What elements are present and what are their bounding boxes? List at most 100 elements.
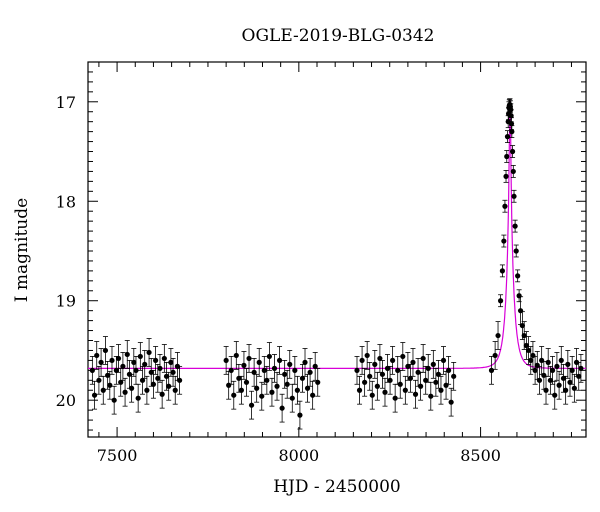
data-point (560, 375, 567, 381)
chart-title: OGLE-2019-BLG-0342 (242, 26, 435, 46)
data-point (428, 393, 434, 399)
data-point (397, 381, 403, 387)
data-point (536, 377, 543, 383)
data-point (545, 359, 551, 365)
data-point (144, 387, 150, 393)
data-point (425, 365, 431, 371)
data-point (503, 173, 509, 179)
data-point (395, 367, 401, 373)
data-point (310, 392, 316, 398)
data-point (405, 363, 411, 369)
data-point (384, 365, 391, 371)
data-point (282, 371, 288, 377)
data-point (410, 359, 416, 365)
data-point (163, 373, 170, 379)
data-point (241, 362, 247, 368)
data-point (120, 363, 126, 369)
data-point (392, 395, 398, 401)
data-point (137, 353, 143, 360)
data-point (248, 402, 255, 408)
data-point (554, 363, 560, 369)
data-point (271, 365, 278, 371)
data-point (504, 134, 511, 140)
data-point (157, 365, 163, 371)
data-point (492, 352, 498, 359)
data-point (497, 298, 504, 304)
data-point (96, 377, 102, 383)
data-point (274, 383, 280, 389)
data-point (102, 347, 109, 354)
data-point (359, 357, 365, 364)
data-point (448, 399, 454, 405)
data-point (508, 113, 514, 119)
data-point (113, 367, 119, 373)
data-point (302, 359, 308, 365)
data-point (443, 382, 449, 388)
data-point (374, 383, 380, 389)
data-point (287, 361, 293, 367)
data-point (166, 383, 172, 389)
data-point (445, 367, 452, 373)
data-point (387, 377, 393, 383)
x-tick-label: 7500 (97, 446, 138, 465)
data-point (412, 391, 419, 397)
data-point (390, 357, 396, 364)
plot-frame (87, 61, 587, 438)
data-point (89, 367, 95, 373)
data-point (504, 153, 510, 160)
data-point (513, 248, 519, 254)
data-point (105, 372, 111, 378)
data-point (139, 377, 146, 383)
data-point (440, 357, 447, 364)
data-point (177, 377, 183, 383)
data-point (172, 387, 178, 393)
data-point (510, 168, 516, 175)
data-point (269, 389, 275, 395)
data-point (523, 342, 529, 349)
data-point (515, 273, 521, 279)
data-point (256, 359, 262, 365)
data-point (148, 369, 154, 375)
data-point (131, 359, 137, 365)
data-point (508, 121, 515, 127)
data-point (509, 148, 516, 155)
data-point (259, 393, 265, 399)
data-point (407, 375, 414, 381)
data-point (133, 367, 139, 373)
data-point (223, 357, 229, 364)
data-point (519, 322, 525, 329)
data-point (228, 367, 234, 373)
data-point (354, 367, 360, 373)
data-point (438, 387, 444, 393)
data-point (420, 355, 426, 362)
data-point (161, 355, 167, 362)
data-point (509, 129, 515, 135)
data-point (379, 371, 386, 377)
data-point (111, 397, 117, 403)
data-point (521, 332, 527, 339)
data-point (400, 353, 406, 360)
data-point (94, 352, 100, 359)
model-curve (88, 98, 586, 369)
data-point (238, 387, 244, 393)
data-point (159, 391, 165, 397)
data-point (369, 392, 375, 398)
data-point (488, 367, 495, 373)
data-point (571, 385, 577, 391)
data-point (418, 383, 424, 389)
data-point (528, 357, 534, 364)
data-point (552, 392, 558, 398)
data-point (382, 389, 388, 395)
data-point (402, 387, 408, 393)
data-point (576, 373, 582, 379)
data-point (372, 361, 378, 367)
y-tick-label: 19 (56, 292, 76, 311)
data-point (549, 367, 556, 373)
data-point (292, 367, 298, 373)
data-point (525, 347, 532, 354)
data-point (512, 223, 518, 229)
data-point (356, 387, 363, 393)
data-point (433, 379, 439, 385)
data-point (115, 355, 122, 362)
